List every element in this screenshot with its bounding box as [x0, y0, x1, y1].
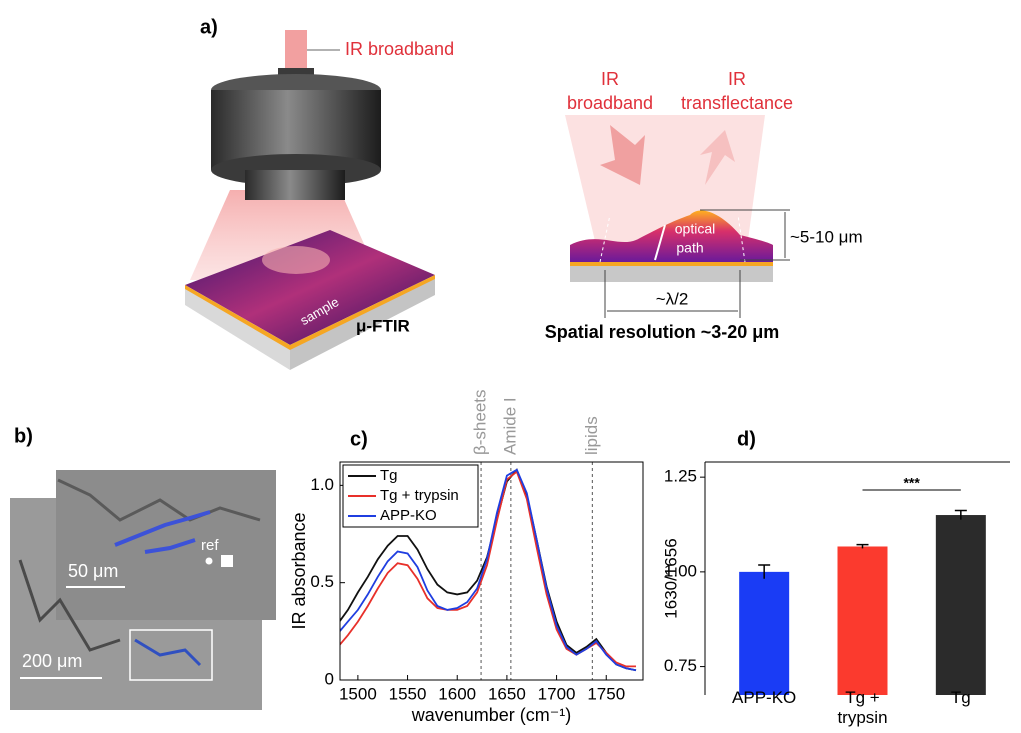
spot-label: ~λ/2 — [656, 289, 689, 308]
y-tick-label: 1.0 — [310, 475, 334, 494]
resolution-label: Spatial resolution ~3-20 μm — [545, 322, 780, 342]
zoom-image — [56, 470, 276, 620]
ref-label: ref — [201, 537, 219, 554]
annotation: β-sheets — [471, 389, 490, 455]
thickness-label: ~5-10 μm — [790, 227, 863, 246]
resolution-illustration — [565, 115, 790, 318]
ref-dot — [206, 558, 213, 565]
page: a)b)c)d)IR broadbandμ-FTIRsampleIRbroadb… — [0, 0, 1021, 733]
annotation: lipids — [582, 416, 601, 455]
annotation: Amide I — [500, 397, 519, 455]
y-tick-label: 0.5 — [310, 572, 334, 591]
focus-spot — [262, 246, 330, 274]
legend-label: Tg — [380, 467, 398, 484]
bar — [838, 546, 888, 695]
technique-label: μ-FTIR — [356, 316, 410, 335]
y-tick-label: 0.75 — [664, 656, 697, 675]
microscopy-images — [10, 470, 276, 710]
x-tick-label: 1700 — [538, 684, 576, 703]
reflected-label: IR — [728, 69, 746, 89]
incident-label: broadband — [567, 93, 653, 113]
x-axis-label: wavenumber (cm⁻¹) — [411, 705, 572, 725]
scale-label: 200 μm — [22, 651, 82, 671]
y-axis-label: IR absorbance — [289, 512, 309, 629]
y-tick-label: 1.25 — [664, 467, 697, 486]
x-tick-label: 1600 — [438, 684, 476, 703]
bar — [739, 572, 789, 695]
scale-label: 50 μm — [68, 561, 118, 581]
optical-path-label: path — [676, 240, 703, 256]
panel-label: a) — [200, 16, 218, 38]
objective-nose — [245, 170, 345, 200]
x-tick-label: 1650 — [488, 684, 526, 703]
x-tick-label: Tg — [926, 688, 996, 708]
gold-layer — [570, 262, 773, 266]
panel-label: b) — [14, 425, 33, 447]
x-tick-label: 1750 — [587, 684, 625, 703]
x-tick-label: APP-KO — [729, 688, 799, 708]
x-tick-label: 1550 — [389, 684, 427, 703]
bar — [936, 515, 986, 695]
reflected-label: transflectance — [681, 93, 793, 113]
substrate — [570, 266, 773, 282]
incident-label: IR — [601, 69, 619, 89]
panel-label: d) — [737, 428, 756, 450]
ref-square — [221, 555, 233, 567]
source-label: IR broadband — [345, 39, 454, 59]
significance-label: *** — [903, 475, 920, 491]
y-tick-label: 0 — [325, 669, 334, 688]
figure: a)b)c)d)IR broadbandμ-FTIRsampleIRbroadb… — [0, 0, 1021, 733]
optical-path-label: optical — [675, 221, 715, 237]
x-tick-label: Tg + trypsin — [828, 688, 898, 728]
x-tick-label: 1500 — [339, 684, 377, 703]
panel-label: c) — [350, 428, 368, 450]
legend-label: Tg + trypsin — [380, 487, 459, 504]
y-axis-label: 1630/1656 — [661, 538, 680, 618]
legend-label: APP-KO — [380, 507, 437, 524]
